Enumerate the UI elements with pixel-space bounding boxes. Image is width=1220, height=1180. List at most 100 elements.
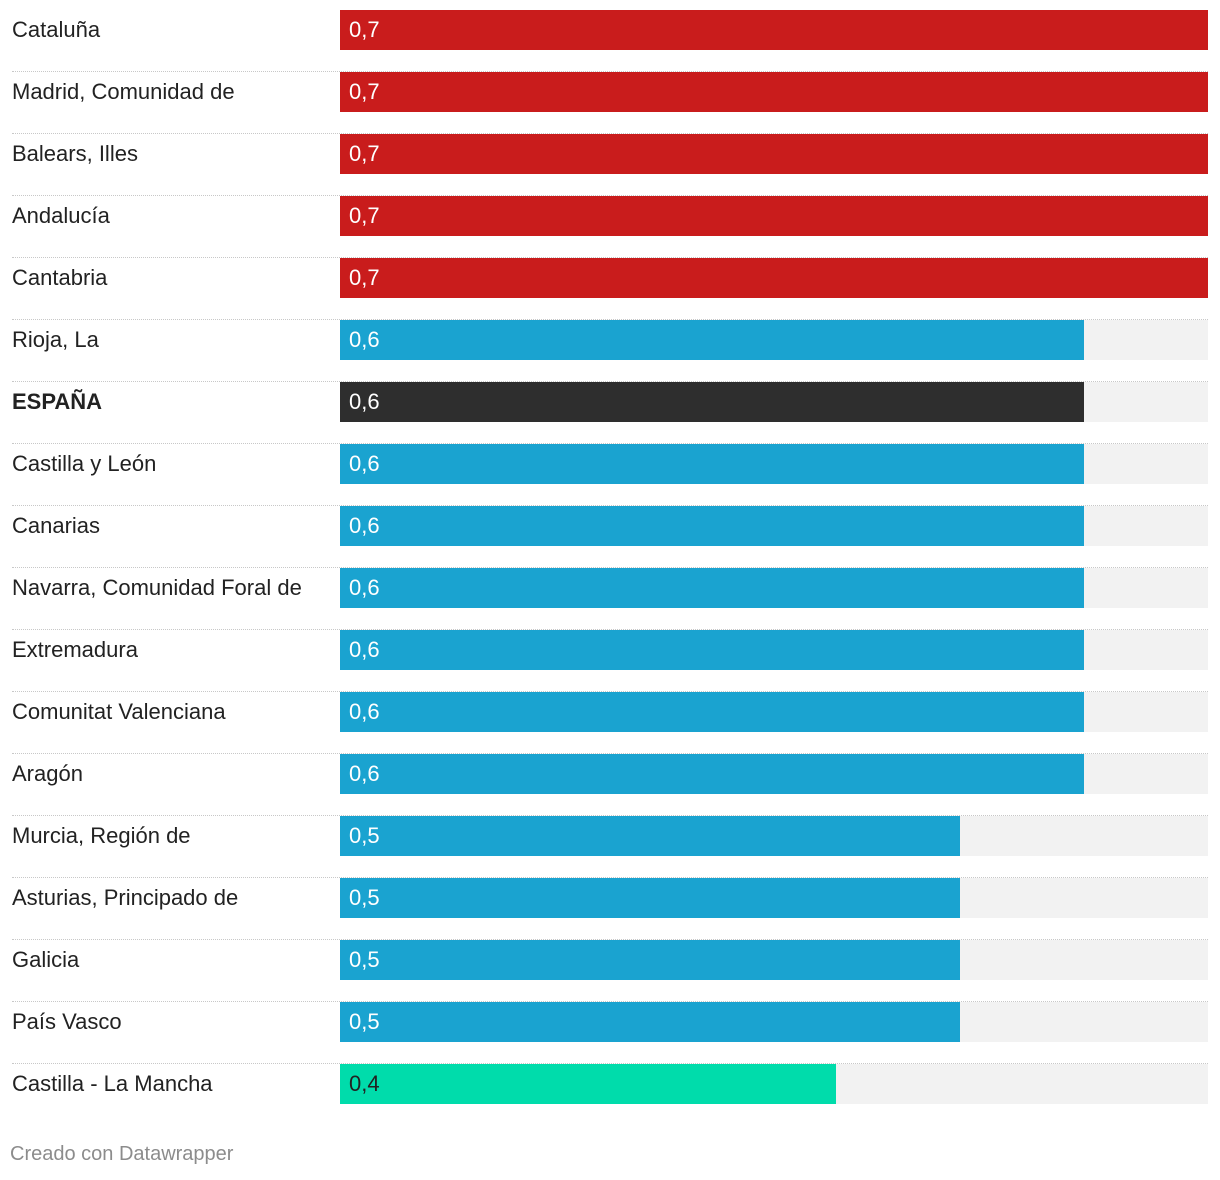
chart-row: Murcia, Región de 0,5 [12, 816, 1208, 878]
row-divider [12, 319, 1208, 320]
row-divider [12, 567, 1208, 568]
bar [340, 878, 960, 918]
chart-row: Balears, Illes 0,7 [12, 134, 1208, 196]
category-label: Galicia [12, 947, 80, 972]
value-label: 0,7 [349, 141, 380, 166]
category-label: Cantabria [12, 265, 108, 290]
row-divider [12, 381, 1208, 382]
bar-track: 0,6 [340, 506, 1208, 546]
row-divider [12, 815, 1208, 816]
category-label: Navarra, Comunidad Foral de [12, 575, 302, 600]
bar-track: 0,5 [340, 878, 1208, 918]
value-label: 0,4 [349, 1071, 380, 1096]
bar [340, 72, 1208, 112]
value-label: 0,6 [349, 575, 380, 600]
category-label: Castilla y León [12, 451, 157, 476]
bar-track: 0,5 [340, 816, 1208, 856]
value-label: 0,6 [349, 389, 380, 414]
chart-row: Extremadura 0,6 [12, 630, 1208, 692]
bar-track: 0,7 [340, 134, 1208, 174]
bar [340, 754, 1084, 794]
category-label: Aragón [12, 761, 83, 786]
bar-track: 0,4 [340, 1064, 1208, 1104]
chart-row: ESPAÑA 0,6 [12, 382, 1208, 444]
bar-track: 0,5 [340, 940, 1208, 980]
bar [340, 630, 1084, 670]
category-label: Castilla - La Mancha [12, 1071, 213, 1096]
row-divider [12, 629, 1208, 630]
row-divider [12, 257, 1208, 258]
value-label: 0,7 [349, 265, 380, 290]
chart-row: Castilla y León 0,6 [12, 444, 1208, 506]
bar [340, 196, 1208, 236]
bar-track: 0,6 [340, 692, 1208, 732]
bar-track: 0,6 [340, 382, 1208, 422]
category-label: Murcia, Región de [12, 823, 191, 848]
bar [340, 940, 960, 980]
category-label: Comunitat Valenciana [12, 699, 226, 724]
chart-row: Andalucía 0,7 [12, 196, 1208, 258]
bar-track: 0,7 [340, 72, 1208, 112]
value-label: 0,5 [349, 1009, 380, 1034]
bar [340, 816, 960, 856]
row-divider [12, 1063, 1208, 1064]
bar [340, 506, 1084, 546]
category-label: Asturias, Principado de [12, 885, 239, 910]
value-label: 0,6 [349, 699, 380, 724]
credit-text: Creado con Datawrapper [10, 1143, 234, 1165]
category-label: ESPAÑA [12, 389, 103, 414]
chart-row: Cataluña 0,7 [12, 10, 1208, 72]
chart-row: Canarias 0,6 [12, 506, 1208, 568]
bar [340, 10, 1208, 50]
value-label: 0,6 [349, 327, 380, 352]
bar-track: 0,6 [340, 444, 1208, 484]
value-label: 0,5 [349, 885, 380, 910]
bar [340, 320, 1084, 360]
bar [340, 382, 1084, 422]
row-divider [12, 195, 1208, 196]
category-label: País Vasco [12, 1009, 122, 1034]
bar [340, 1002, 960, 1042]
bar [340, 258, 1208, 298]
category-label: Cataluña [12, 17, 101, 42]
bar-track: 0,7 [340, 258, 1208, 298]
chart-row: Madrid, Comunidad de 0,7 [12, 72, 1208, 134]
category-label: Extremadura [12, 637, 138, 662]
bar [340, 134, 1208, 174]
value-label: 0,7 [349, 17, 380, 42]
value-label: 0,7 [349, 203, 380, 228]
row-divider [12, 877, 1208, 878]
bar [340, 444, 1084, 484]
row-divider [12, 753, 1208, 754]
row-divider [12, 505, 1208, 506]
value-label: 0,5 [349, 947, 380, 972]
chart-row: Comunitat Valenciana 0,6 [12, 692, 1208, 754]
bar-track: 0,6 [340, 630, 1208, 670]
category-label: Balears, Illes [12, 141, 138, 166]
chart-row: Navarra, Comunidad Foral de 0,6 [12, 568, 1208, 630]
chart-row: Galicia 0,5 [12, 940, 1208, 1002]
chart-row: Aragón 0,6 [12, 754, 1208, 816]
bar-track: 0,5 [340, 1002, 1208, 1042]
row-divider [12, 443, 1208, 444]
bar [340, 692, 1084, 732]
chart-row: País Vasco 0,5 [12, 1002, 1208, 1064]
bar-track: 0,6 [340, 320, 1208, 360]
chart-row: Asturias, Principado de 0,5 [12, 878, 1208, 940]
bar-track: 0,6 [340, 754, 1208, 794]
bar-track: 0,7 [340, 196, 1208, 236]
bar [340, 568, 1084, 608]
chart-row: Cantabria 0,7 [12, 258, 1208, 320]
row-divider [12, 71, 1208, 72]
bar-track: 0,7 [340, 10, 1208, 50]
bar-chart: Cataluña 0,7 Madrid, Comunidad de 0,7 Balear… [12, 10, 1208, 1104]
value-label: 0,6 [349, 637, 380, 662]
value-label: 0,6 [349, 761, 380, 786]
value-label: 0,5 [349, 823, 380, 848]
row-divider [12, 1001, 1208, 1002]
row-divider [12, 939, 1208, 940]
bar [340, 1064, 836, 1104]
category-label: Madrid, Comunidad de [12, 79, 235, 104]
value-label: 0,6 [349, 451, 380, 476]
category-label: Andalucía [12, 203, 110, 228]
